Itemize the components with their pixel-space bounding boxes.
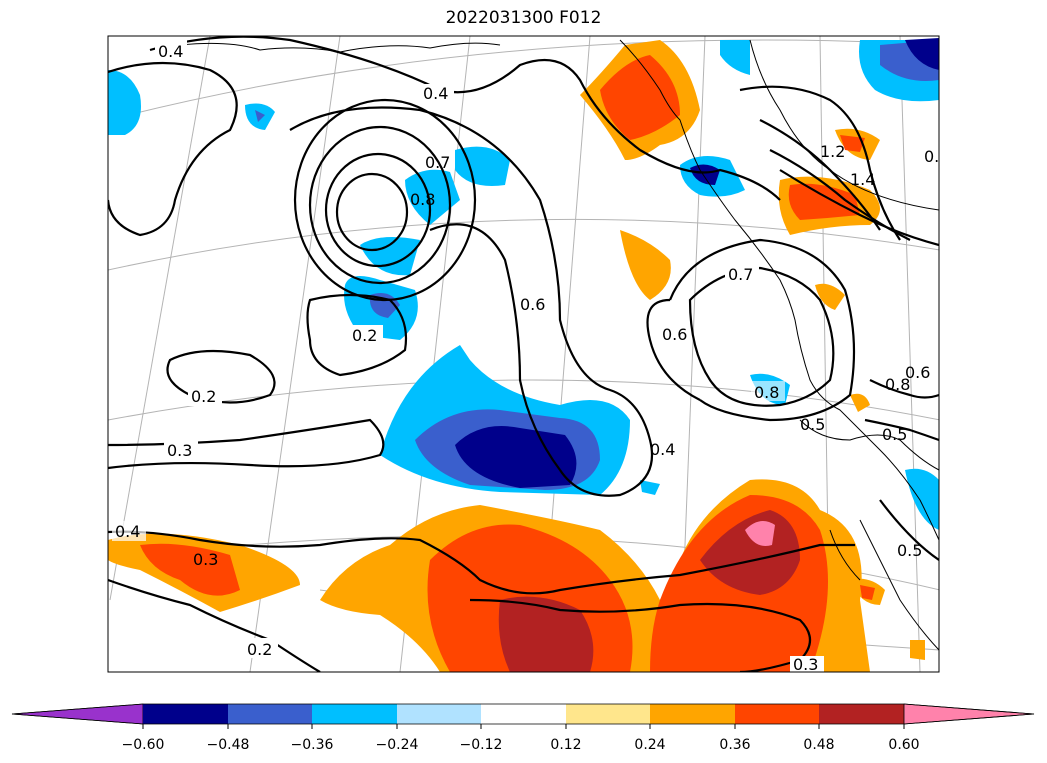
contour-label: 0.5 (882, 425, 907, 444)
colorbar-bin (397, 704, 481, 724)
map-frame (107, 35, 940, 673)
contour-label: 0.8 (924, 147, 949, 166)
colorbar-tick-label: −0.24 (376, 737, 419, 753)
contour-label: 0.3 (167, 441, 192, 460)
colorbar-tick-label: −0.48 (207, 737, 250, 753)
colorbar-tick-label: −0.12 (460, 737, 503, 753)
colorbar-tick-label: −0.60 (122, 737, 165, 753)
contour-label: 0.8 (410, 190, 435, 209)
contour-label: 1.4 (850, 170, 875, 189)
colorbar-bin (735, 704, 819, 724)
colorbar-bin (312, 704, 397, 724)
contour-label: 0.6 (520, 295, 545, 314)
contour-label: 0.7 (425, 153, 450, 172)
contour-label: 0.8 (885, 375, 910, 394)
colorbar-tick-label: 0.12 (550, 737, 581, 753)
colorbar: −0.60 −0.48 −0.36 −0.24 −0.12 0.12 0.24 … (11, 703, 1035, 753)
colorbar-bin (481, 704, 566, 724)
contour-label: 0.4 (423, 84, 448, 103)
colorbar-tick-label: 0.24 (634, 737, 665, 753)
colorbar-extend-low (11, 703, 144, 725)
contour-label: 0.2 (191, 387, 216, 406)
contour-label: 0.6 (662, 325, 687, 344)
colorbar-tick-label: 0.48 (803, 737, 834, 753)
negative-anomaly-shading (108, 38, 939, 530)
colorbar-bin (566, 704, 650, 724)
contour-label: 0.2 (247, 640, 272, 659)
contour-label: 0.4 (115, 522, 140, 541)
contour-label: 0.5 (897, 541, 922, 560)
contour-label: 0.6 (905, 363, 930, 382)
contour-label: 0.4 (158, 42, 183, 61)
colorbar-bin (228, 704, 312, 724)
contour-label: 0.8 (754, 383, 779, 402)
positive-anomaly-shading (108, 40, 925, 672)
contour-label: 0.7 (728, 265, 753, 284)
contour-label: 0.3 (793, 655, 818, 674)
contour-label: 0.4 (650, 440, 675, 459)
contour-label: 0.3 (193, 550, 218, 569)
contour-lines (108, 36, 939, 672)
colorbar-bin (650, 704, 735, 724)
colorbar-bin (819, 704, 904, 724)
contour-label: 0.2 (352, 326, 377, 345)
contour-label: 0.5 (800, 415, 825, 434)
contour-label: 1.2 (820, 142, 845, 161)
map-title: 2022031300 F012 (445, 8, 602, 28)
map-content: 0.4 0.4 0.7 0.8 0.6 0.6 0.7 0.8 0.2 0.2 … (108, 36, 949, 674)
colorbar-tick-label: 0.60 (888, 737, 919, 753)
colorbar-tick-label: −0.36 (291, 737, 334, 753)
colorbar-bin (143, 704, 228, 724)
colorbar-tick-label: 0.36 (719, 737, 750, 753)
colorbar-extend-high (903, 703, 1035, 725)
contour-labels: 0.4 0.4 0.7 0.8 0.6 0.6 0.7 0.8 0.2 0.2 … (112, 40, 949, 674)
